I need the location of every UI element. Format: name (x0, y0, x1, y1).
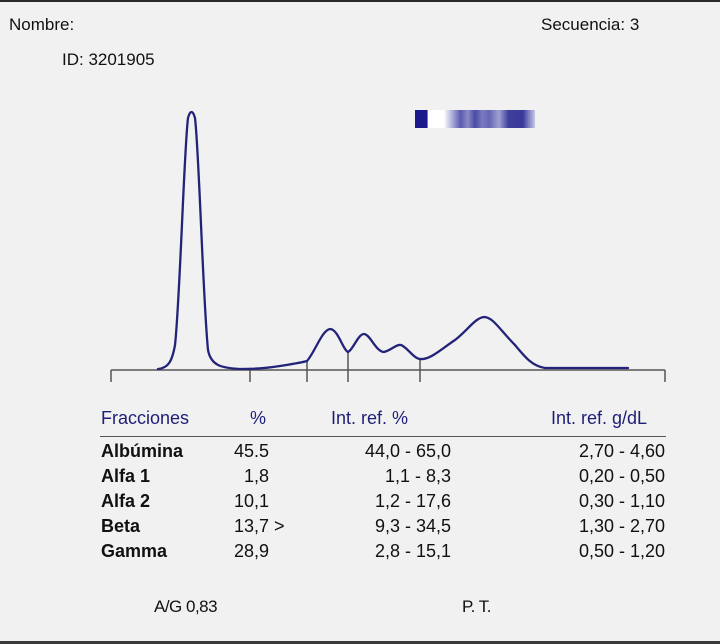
densitometry-curve (156, 110, 630, 371)
total-protein-label: P. T. (462, 597, 492, 616)
fraction-ref-gdl: 1,30 - 2,70 (578, 516, 665, 536)
fraction-percent: 45.5 (233, 441, 269, 461)
fraction-name: Alfa 2 (101, 491, 151, 511)
header-divider (100, 436, 666, 437)
fraction-ref-pct: 2,8 - 15,1 (374, 541, 451, 561)
fraction-ref-pct: 44,0 - 65,0 (364, 441, 451, 461)
patient-name-label: Nombre: (9, 15, 75, 34)
table-row: Gamma 28,9 2,8 - 15,1 0,50 - 1,20 (0, 541, 720, 566)
fraction-name: Alfa 1 (101, 466, 151, 486)
fraction-percent: 10,1 (233, 491, 269, 511)
fraction-name: Albúmina (101, 441, 184, 461)
fraction-ref-gdl: 0,20 - 0,50 (578, 466, 665, 486)
table-row: Beta 13,7 > 9,3 - 34,5 1,30 - 2,70 (0, 516, 720, 541)
fraction-ref-pct: 9,3 - 34,5 (374, 516, 451, 536)
ag-ratio: A/G 0,83 (154, 597, 218, 616)
fraction-ref-pct: 1,2 - 17,6 (374, 491, 451, 511)
fraction-percent: 1,8 (243, 466, 269, 486)
fraction-ref-gdl: 2,70 - 4,60 (578, 441, 665, 461)
fraction-flag: > (274, 516, 285, 536)
fraction-ref-gdl: 0,50 - 1,20 (578, 541, 665, 561)
table-row: Alfa 1 1,8 1,1 - 8,3 0,20 - 0,50 (0, 466, 720, 491)
electrophoresis-chart (110, 110, 666, 382)
bottom-border (0, 641, 720, 644)
col-header-fracciones: Fracciones (101, 408, 190, 428)
sequence-label: Secuencia: 3 (541, 15, 640, 34)
col-header-ref-gdl: Int. ref. g/dL (551, 408, 648, 428)
patient-id-label: ID: 3201905 (62, 50, 155, 69)
col-header-ref-pct: Int. ref. % (331, 408, 409, 428)
table-row: Albúmina 45.5 44,0 - 65,0 2,70 - 4,60 (0, 441, 720, 466)
fraction-ref-gdl: 0,30 - 1,10 (578, 491, 665, 511)
table-row: Alfa 2 10,1 1,2 - 17,6 0,30 - 1,10 (0, 491, 720, 516)
fraction-percent: 13,7 (233, 516, 269, 536)
fraction-ref-pct: 1,1 - 8,3 (384, 466, 451, 486)
fraction-name: Gamma (101, 541, 168, 561)
top-border (0, 0, 720, 2)
gel-strip (415, 110, 535, 128)
col-header-pct: % (250, 408, 267, 428)
fraction-percent: 28,9 (233, 541, 269, 561)
fraction-name: Beta (101, 516, 141, 536)
